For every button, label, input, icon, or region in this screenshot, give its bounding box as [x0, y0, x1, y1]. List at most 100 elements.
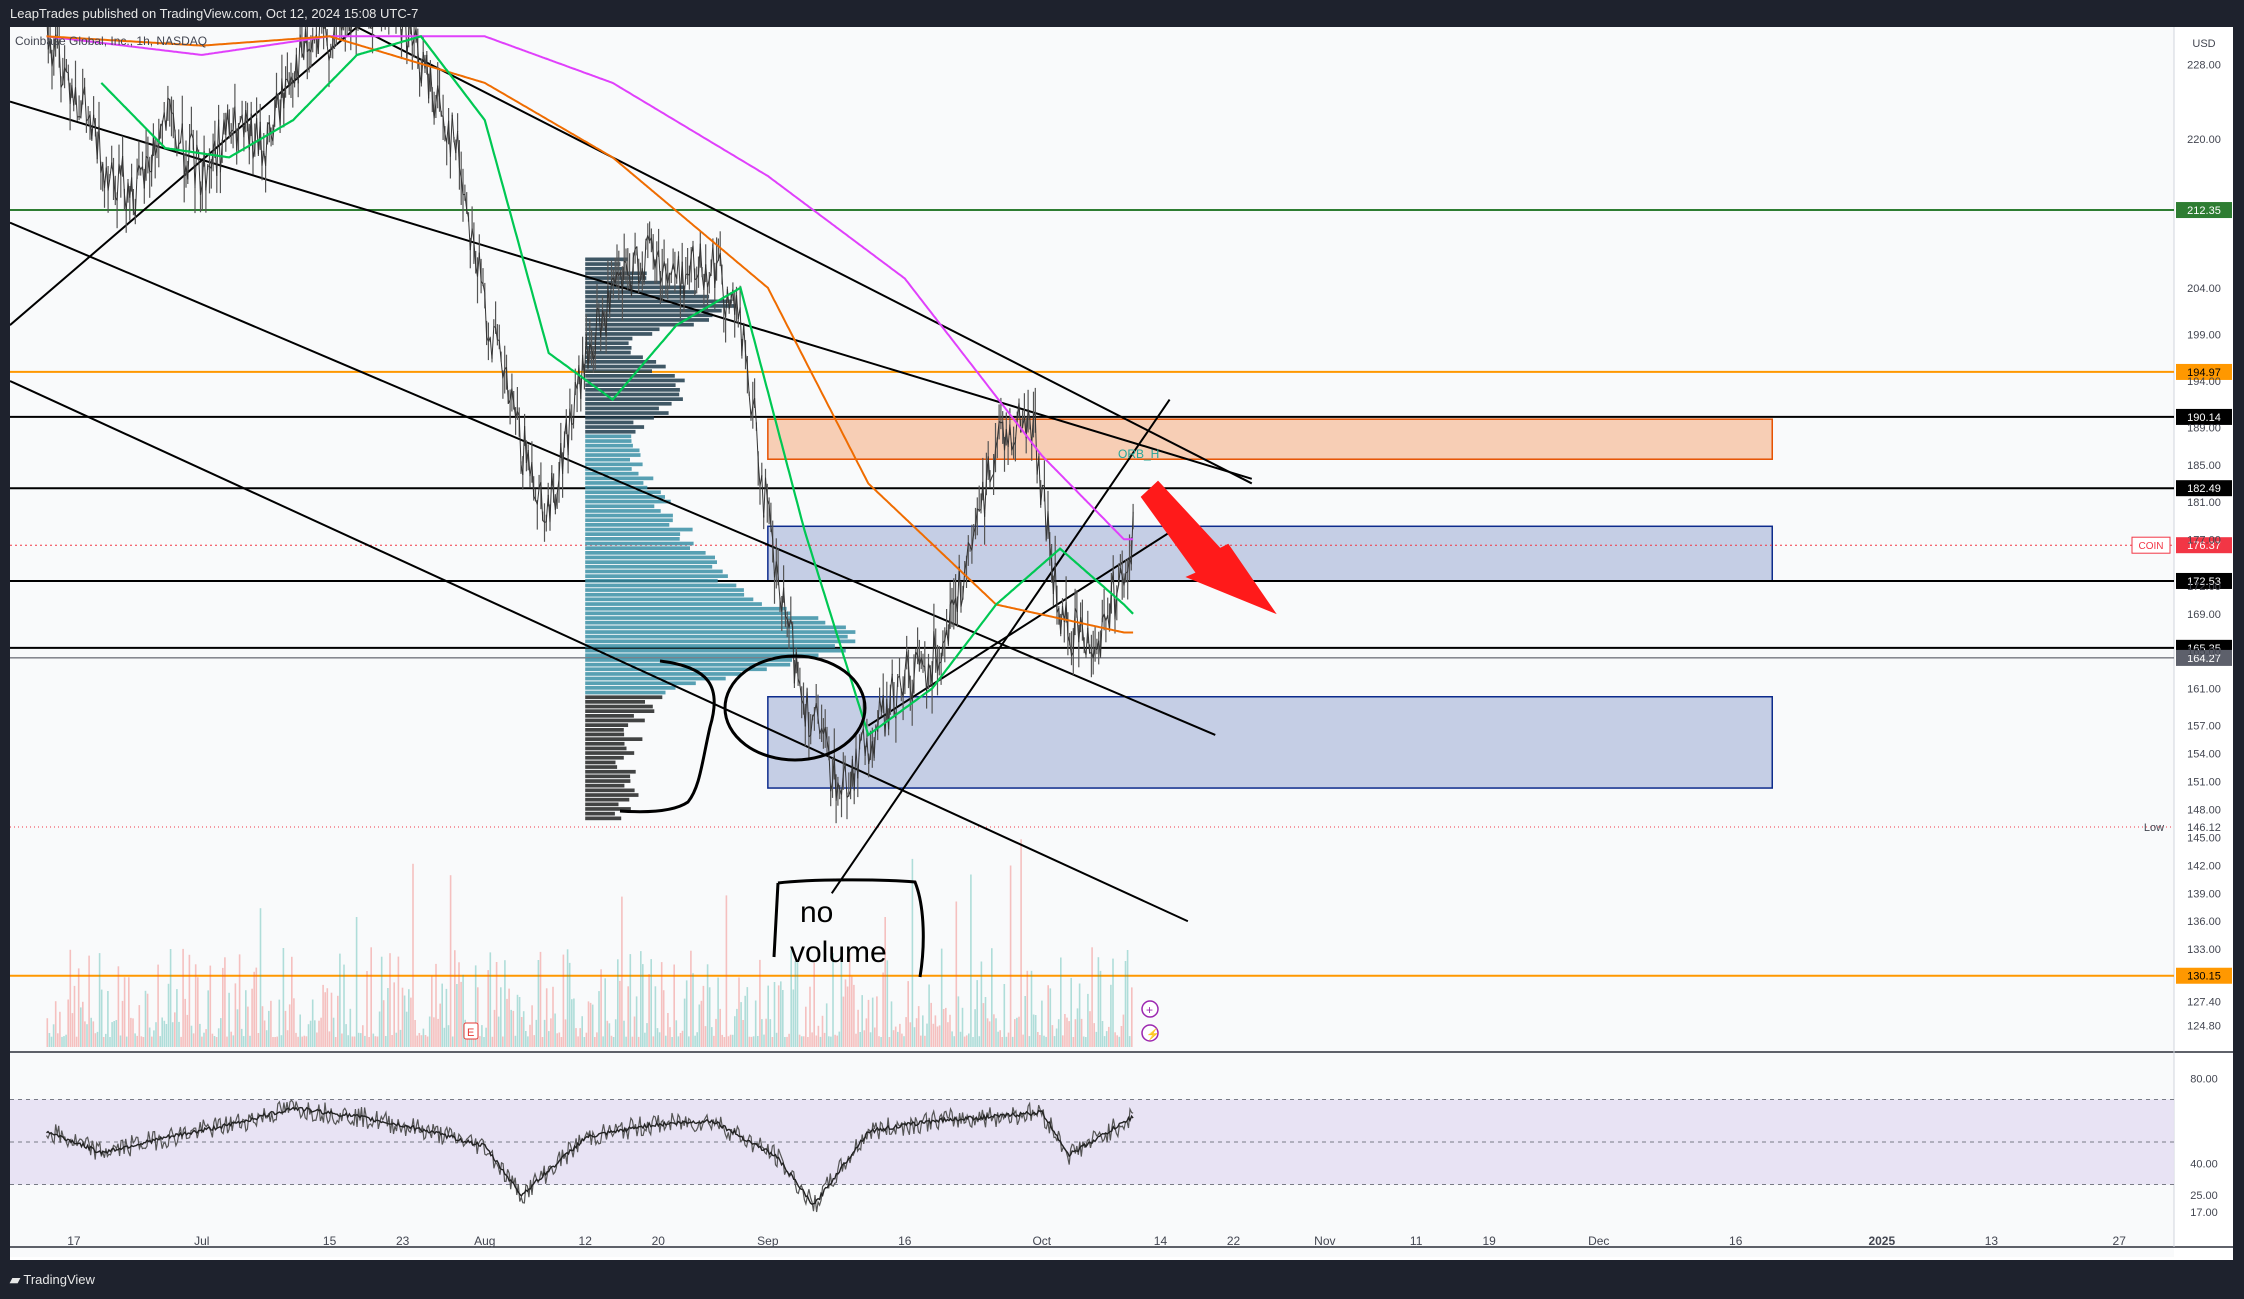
time-tick-label: Nov: [1314, 1234, 1335, 1248]
volume-bar: [681, 1030, 684, 1047]
volume-bar: [675, 1020, 678, 1047]
event-plus-icon[interactable]: [1141, 1000, 1159, 1018]
volume-bar: [366, 971, 368, 1047]
volume-bar: [571, 999, 573, 1047]
price-segment: [241, 114, 245, 138]
volume-bar: [405, 1011, 408, 1047]
volume-bar: [472, 1036, 475, 1047]
price-tick-label: 169.00: [2187, 609, 2221, 621]
volume-bar: [1060, 957, 1062, 1047]
volume-bar: [462, 974, 464, 1047]
volume-bar: [1124, 961, 1127, 1047]
price-segment: [918, 657, 922, 665]
volume-bar: [1032, 1014, 1035, 1047]
volume-bar: [50, 1036, 53, 1047]
volume-bar: [393, 982, 395, 1047]
volume-bar: [683, 998, 686, 1047]
price-segment: [203, 151, 207, 191]
level-label-6: 164.27: [2176, 649, 2232, 666]
volume-bar: [1089, 1011, 1091, 1047]
volume-bar: [401, 987, 404, 1047]
chart-panel[interactable]: no volume ORB_H + ⚡ E Coinbase Global, I…: [10, 27, 2233, 1260]
volume-bar: [355, 917, 358, 1047]
price-segment: [451, 114, 455, 141]
price-segment: [859, 735, 862, 745]
volume-bar: [121, 1000, 124, 1047]
price-segment: [926, 663, 929, 693]
volume-bar: [825, 1003, 828, 1047]
price-segment: [171, 112, 174, 114]
volume-bar: [416, 1035, 418, 1047]
price-segment: [98, 125, 102, 173]
volume-bar: [619, 980, 621, 1047]
volume-bar: [986, 1018, 989, 1047]
price-segment: [804, 688, 808, 727]
volume-bar: [334, 1037, 337, 1047]
time-tick-label: 19: [1483, 1234, 1497, 1248]
volume-bar: [362, 1025, 364, 1047]
volume-bar: [299, 1014, 301, 1047]
event-lightning-icon[interactable]: [1141, 1024, 1159, 1042]
volume-profile-bar: [585, 709, 655, 713]
price-chart[interactable]: no volume ORB_H + ⚡ E Coinbase Global, I…: [10, 27, 2233, 1260]
volume-bar: [865, 1018, 868, 1047]
price-segment: [995, 439, 998, 450]
volume-bar: [1070, 977, 1072, 1047]
volume-bar: [746, 987, 749, 1047]
volume-bar: [976, 980, 978, 1047]
volume-profile-bar: [585, 718, 645, 723]
price-segment: [516, 411, 520, 417]
price-segment: [911, 678, 915, 702]
volume-bar: [669, 1027, 671, 1047]
volume-bar: [353, 1036, 356, 1047]
price-segment: [84, 86, 87, 121]
volume-bar: [1080, 1018, 1083, 1047]
volume-bar: [648, 974, 650, 1047]
volume-bar: [178, 1021, 180, 1047]
price-segment: [982, 481, 986, 517]
volume-bar: [123, 977, 126, 1047]
price-segment: [142, 166, 145, 189]
volume-bar: [167, 983, 170, 1047]
price-segment: [774, 561, 777, 578]
volume-profile-bar: [585, 658, 792, 662]
volume-bar: [357, 1032, 360, 1047]
tradingview-logo-icon[interactable]: ▰ TradingView: [10, 1272, 95, 1287]
time-tick-label: Dec: [1588, 1234, 1609, 1248]
price-segment: [940, 643, 944, 662]
volume-profile-bar: [585, 266, 624, 271]
volume-bar: [284, 1010, 287, 1047]
volume-bar: [704, 1026, 707, 1047]
price-segment: [569, 408, 573, 425]
price-segment: [884, 699, 888, 736]
earnings-marker-icon[interactable]: [463, 1022, 479, 1040]
price-segment: [956, 566, 960, 612]
volume-bar: [761, 1019, 763, 1047]
trendline: [356, 27, 1253, 485]
price-segment: [1034, 415, 1038, 475]
volume-profile-bar: [585, 662, 791, 667]
price-segment: [56, 39, 60, 47]
volume-bar: [207, 990, 209, 1047]
volume-bar: [811, 1032, 813, 1047]
volume-profile-bar: [585, 765, 618, 769]
volume-bar: [230, 1031, 232, 1047]
rsi-tick-label: 17.00: [2190, 1207, 2218, 1219]
price-segment: [306, 48, 310, 53]
price-segment: [904, 651, 908, 673]
price-segment: [207, 165, 210, 167]
volume-profile-bar: [585, 564, 713, 569]
volume-bar: [197, 977, 199, 1047]
price-tick-label: 142.00: [2187, 860, 2221, 872]
time-tick-label: 22: [1227, 1234, 1241, 1248]
price-segment: [218, 119, 221, 173]
price-segment: [169, 99, 172, 113]
volume-bar: [337, 995, 339, 1047]
price-tick-label: 165.00: [2187, 646, 2221, 658]
volume-bar: [951, 1031, 953, 1047]
volume-bar: [228, 992, 230, 1047]
volume-bar: [708, 987, 711, 1047]
volume-bar: [1120, 1026, 1123, 1047]
volume-bar: [316, 1032, 318, 1047]
price-segment: [846, 795, 850, 798]
